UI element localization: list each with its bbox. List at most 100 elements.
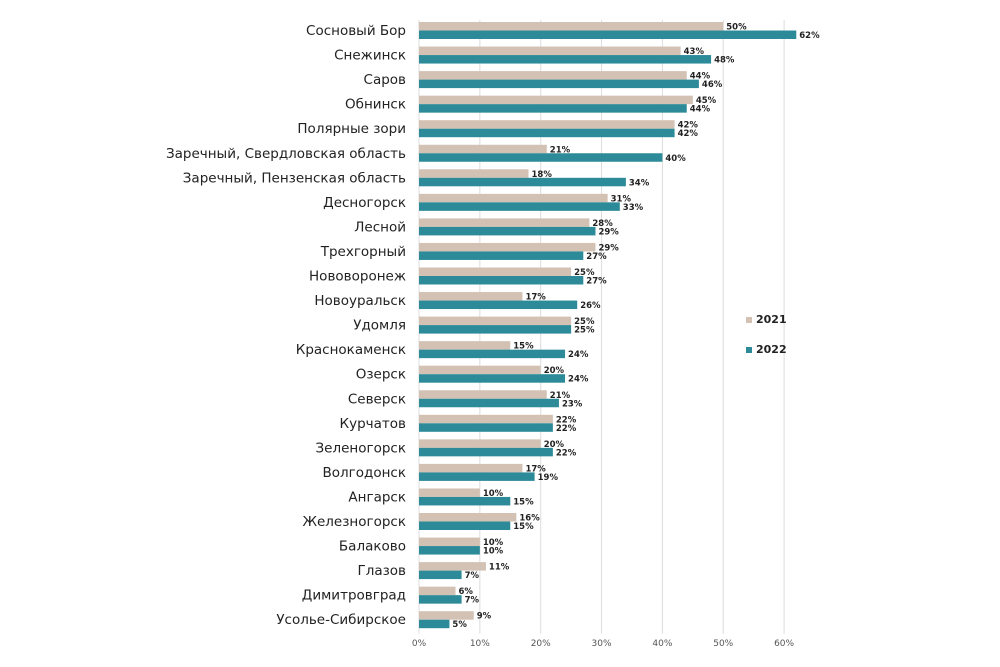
bar-2022 bbox=[419, 325, 572, 334]
data-label: 31% bbox=[611, 194, 632, 204]
category-label: Заречный, Свердловская область bbox=[166, 146, 406, 162]
bar-2022 bbox=[419, 128, 675, 138]
bar-2022 bbox=[419, 423, 553, 432]
data-label: 26% bbox=[580, 301, 601, 311]
bar-2021 bbox=[419, 562, 486, 571]
bar-2022 bbox=[419, 496, 511, 506]
data-label: 24% bbox=[568, 350, 589, 360]
data-label: 43% bbox=[684, 47, 705, 57]
data-label: 25% bbox=[574, 326, 595, 336]
category-label: Нововоронеж bbox=[309, 269, 406, 285]
data-label: 22% bbox=[556, 424, 577, 434]
legend-label: 2021 bbox=[756, 313, 787, 326]
category-label: Волгодонск bbox=[323, 465, 407, 481]
bar-2021 bbox=[419, 390, 547, 399]
bar-2022 bbox=[419, 153, 663, 162]
category-label: Краснокаменск bbox=[296, 342, 406, 358]
data-label: 15% bbox=[513, 522, 534, 532]
bar-2022 bbox=[419, 55, 712, 64]
data-label: 9% bbox=[477, 612, 492, 622]
category-label: Новоуральск bbox=[314, 293, 406, 309]
data-label: 22% bbox=[556, 448, 577, 458]
category-label: Заречный, Пензенская область bbox=[183, 170, 406, 186]
x-tick-label: 50% bbox=[713, 639, 733, 649]
category-label: Балаково bbox=[339, 539, 406, 555]
bar-2021 bbox=[419, 414, 553, 424]
bar-2021 bbox=[419, 193, 608, 203]
x-axis-ticks: 0% 10% 20% 30% 40% 50% 60% bbox=[412, 639, 795, 649]
bar-2022 bbox=[419, 104, 687, 113]
category-label: Удомля bbox=[353, 318, 406, 334]
bar-2021 bbox=[419, 341, 511, 350]
data-label: 5% bbox=[452, 620, 467, 630]
data-label: 25% bbox=[574, 268, 595, 278]
legend-swatch-2022 bbox=[746, 347, 752, 353]
bar-2022 bbox=[419, 374, 566, 383]
data-label: 42% bbox=[678, 129, 699, 139]
bar-2021 bbox=[419, 144, 547, 154]
labels: Сосновый Бор 50% 62% Снежинск 43% 48% Саров 44%… bbox=[166, 23, 820, 631]
x-tick-label: 30% bbox=[592, 639, 612, 649]
bar-2022 bbox=[419, 177, 626, 187]
bar-2022 bbox=[419, 30, 797, 39]
data-label: 22% bbox=[556, 415, 577, 425]
data-label: 42% bbox=[678, 121, 699, 131]
category-label: Ангарск bbox=[348, 489, 406, 505]
bar-2022 bbox=[419, 226, 596, 236]
category-label: Курчатов bbox=[340, 416, 407, 432]
bar-2022 bbox=[419, 570, 462, 580]
category-label: Трехгорный bbox=[320, 244, 406, 260]
bar-2022 bbox=[419, 349, 566, 359]
data-label: 23% bbox=[562, 399, 583, 409]
x-tick-label: 60% bbox=[774, 639, 794, 649]
category-label: Усолье-Сибирское bbox=[276, 612, 406, 628]
data-label: 25% bbox=[574, 317, 595, 327]
bar-2021 bbox=[419, 46, 681, 56]
data-label: 7% bbox=[465, 571, 480, 581]
data-label: 28% bbox=[592, 219, 613, 229]
category-label: Десногорск bbox=[323, 195, 406, 211]
legend-swatch-2021 bbox=[746, 317, 752, 323]
data-label: 44% bbox=[690, 72, 711, 82]
data-label: 10% bbox=[483, 538, 504, 548]
bar-2022 bbox=[419, 276, 584, 285]
data-label: 16% bbox=[519, 514, 540, 524]
x-tick-label: 10% bbox=[470, 639, 490, 649]
bar-2022 bbox=[419, 79, 699, 89]
bar-2022 bbox=[419, 595, 462, 604]
category-label: Димитровград bbox=[302, 588, 406, 604]
data-label: 24% bbox=[568, 375, 589, 385]
data-label: 6% bbox=[459, 587, 474, 597]
category-label: Озерск bbox=[356, 367, 406, 383]
category-label: Северск bbox=[348, 391, 406, 407]
category-label: Лесной bbox=[354, 219, 406, 235]
bar-2021 bbox=[419, 365, 541, 375]
data-label: 7% bbox=[465, 596, 480, 606]
category-label: Глазов bbox=[357, 563, 406, 579]
bars bbox=[419, 22, 797, 629]
data-label: 18% bbox=[532, 170, 553, 180]
data-label: 33% bbox=[623, 203, 644, 213]
data-label: 15% bbox=[513, 342, 534, 352]
data-label: 10% bbox=[483, 489, 504, 499]
bar-2022 bbox=[419, 521, 511, 530]
data-label: 40% bbox=[665, 154, 686, 164]
data-label: 10% bbox=[483, 547, 504, 557]
legend-label: 2022 bbox=[756, 343, 787, 356]
data-label: 15% bbox=[513, 497, 534, 507]
bar-2021 bbox=[419, 488, 480, 497]
data-label: 29% bbox=[598, 243, 619, 253]
category-label: Полярные зори bbox=[297, 121, 406, 137]
data-label: 50% bbox=[726, 23, 747, 33]
bar-2022 bbox=[419, 447, 553, 457]
bar-2021 bbox=[419, 439, 541, 448]
bar-2022 bbox=[419, 546, 480, 555]
data-label: 29% bbox=[598, 227, 619, 237]
category-label: Саров bbox=[364, 72, 407, 88]
data-label: 17% bbox=[525, 464, 546, 474]
data-label: 17% bbox=[525, 293, 546, 303]
category-label: Сосновый Бор bbox=[306, 23, 406, 39]
bar-2021 bbox=[419, 22, 724, 31]
data-label: 27% bbox=[586, 277, 607, 287]
